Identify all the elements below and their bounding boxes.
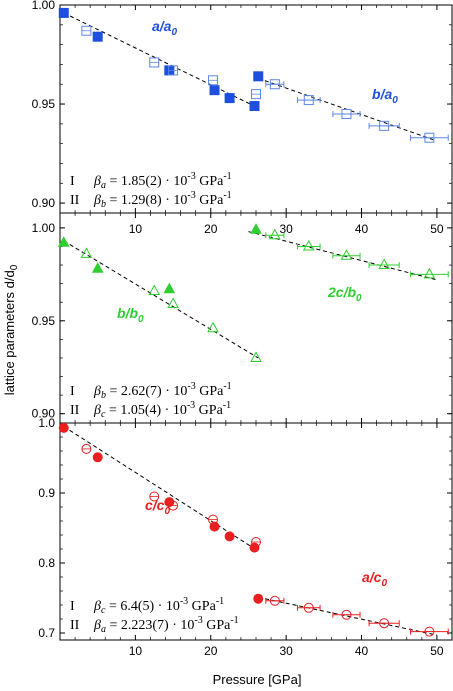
data-point-square bbox=[249, 101, 260, 112]
y-tick-label: 1.00 bbox=[32, 0, 56, 12]
data-point-circle bbox=[164, 497, 175, 508]
y-tick-label: 0.7 bbox=[38, 626, 55, 640]
data-point-circle bbox=[253, 593, 264, 604]
series-label: c/c0 bbox=[145, 497, 170, 517]
x-tick-label: 10 bbox=[129, 644, 143, 658]
x-axis-label: Pressure [GPa] bbox=[213, 672, 302, 687]
data-point-triangle bbox=[80, 247, 93, 258]
x-tick-label: 40 bbox=[355, 644, 369, 658]
series-label: b/b0 bbox=[117, 305, 144, 325]
x-tick-label: 30 bbox=[279, 644, 293, 658]
annotation-roman: II bbox=[70, 193, 80, 208]
y-tick-label: 0.90 bbox=[32, 407, 56, 421]
fit-line bbox=[258, 596, 438, 636]
panel-bottom: 0.7 0.8 0.9 1.0 10 20 30 40 50 c/c0 a/c0 I βc = 6.4(… bbox=[38, 416, 453, 658]
data-point-square bbox=[224, 93, 235, 104]
y-tick-label: 0.90 bbox=[32, 196, 56, 210]
fit-line bbox=[63, 12, 259, 109]
data-point-triangle bbox=[57, 236, 70, 247]
data-point-triangle bbox=[340, 249, 353, 260]
x-tick-label: 30 bbox=[279, 222, 293, 236]
annotation-formula: βa = 2.223(7) · 10-3 GPa-1 bbox=[93, 615, 239, 635]
data-point-triangle bbox=[423, 267, 436, 279]
data-point-triangle bbox=[207, 321, 219, 333]
x-tick-label: 20 bbox=[204, 644, 218, 658]
series-label: b/a0 bbox=[372, 86, 398, 106]
y-axis-label-main: lattice parameters d/d bbox=[2, 270, 17, 395]
data-point-triangle bbox=[378, 258, 391, 270]
fit-line bbox=[63, 240, 259, 359]
x-tick-label: 10 bbox=[129, 222, 143, 236]
y-tick-label: 1.00 bbox=[32, 221, 56, 235]
annotation-formula: βc = 1.05(4) · 10-3 GPa-1 bbox=[93, 400, 231, 420]
y-tick-label: 0.8 bbox=[38, 556, 55, 570]
data-point-triangle bbox=[268, 228, 281, 240]
y-axis-label-sub: 0 bbox=[9, 264, 20, 270]
data-point-triangle bbox=[163, 282, 176, 294]
panel-top: 0.90 0.95 1.00 a/a0 b/a0 I βa = 1.85(2) · 10-3… bbox=[32, 0, 453, 214]
panel-middle: 0.90 0.95 1.00 10 20 30 40 50 b/b0 2c/b0 I βb = 2.6… bbox=[32, 212, 453, 424]
panels: 0.90 0.95 1.00 a/a0 b/a0 I βa = 1.85(2) · 10-3… bbox=[32, 0, 453, 658]
data-point-square bbox=[209, 85, 220, 96]
series-label: a/a0 bbox=[152, 18, 177, 38]
data-point-circle bbox=[92, 452, 103, 463]
data-point-triangle bbox=[250, 351, 262, 362]
fit-line bbox=[63, 426, 259, 552]
y-tick-label: 0.95 bbox=[32, 314, 56, 328]
annotation-roman: II bbox=[70, 618, 80, 633]
series-label: a/c0 bbox=[362, 569, 387, 589]
data-point-triangle bbox=[167, 297, 179, 309]
y-tick-label: 1.0 bbox=[38, 416, 55, 430]
data-point-triangle bbox=[148, 284, 161, 296]
annotation-roman: II bbox=[70, 403, 80, 418]
y-tick-label: 0.9 bbox=[38, 486, 55, 500]
annotation-formula: βb = 2.62(7) · 10-3 GPa-1 bbox=[93, 381, 232, 401]
fit-line bbox=[248, 231, 438, 281]
data-point-square bbox=[253, 71, 264, 82]
annotation-formula: βb = 1.29(8) · 10-3 GPa-1 bbox=[93, 190, 232, 210]
y-axis-label: lattice parameters d/d0 bbox=[2, 264, 20, 395]
data-point-triangle bbox=[250, 223, 262, 234]
data-point-square bbox=[92, 31, 103, 42]
data-point-circle bbox=[224, 531, 235, 542]
x-tick-label: 50 bbox=[430, 644, 444, 658]
data-point-circle bbox=[249, 542, 260, 553]
x-tick-label: 40 bbox=[355, 222, 369, 236]
annotation-formula: βc = 6.4(5) · 10-3 GPa-1 bbox=[93, 596, 224, 616]
series-label: 2c/b0 bbox=[327, 284, 362, 304]
data-point-square bbox=[58, 7, 69, 18]
x-tick-label: 50 bbox=[430, 222, 444, 236]
annotation-roman: I bbox=[70, 599, 75, 614]
annotation-roman: I bbox=[70, 174, 75, 189]
annotation-roman: I bbox=[70, 384, 75, 399]
data-point-circle bbox=[58, 422, 69, 433]
data-point-triangle bbox=[91, 262, 104, 273]
y-tick-label: 0.95 bbox=[32, 97, 56, 111]
annotation-formula: βa = 1.85(2) · 10-3 GPa-1 bbox=[93, 171, 232, 191]
x-tick-label: 20 bbox=[204, 222, 218, 236]
data-point-triangle bbox=[302, 239, 315, 251]
